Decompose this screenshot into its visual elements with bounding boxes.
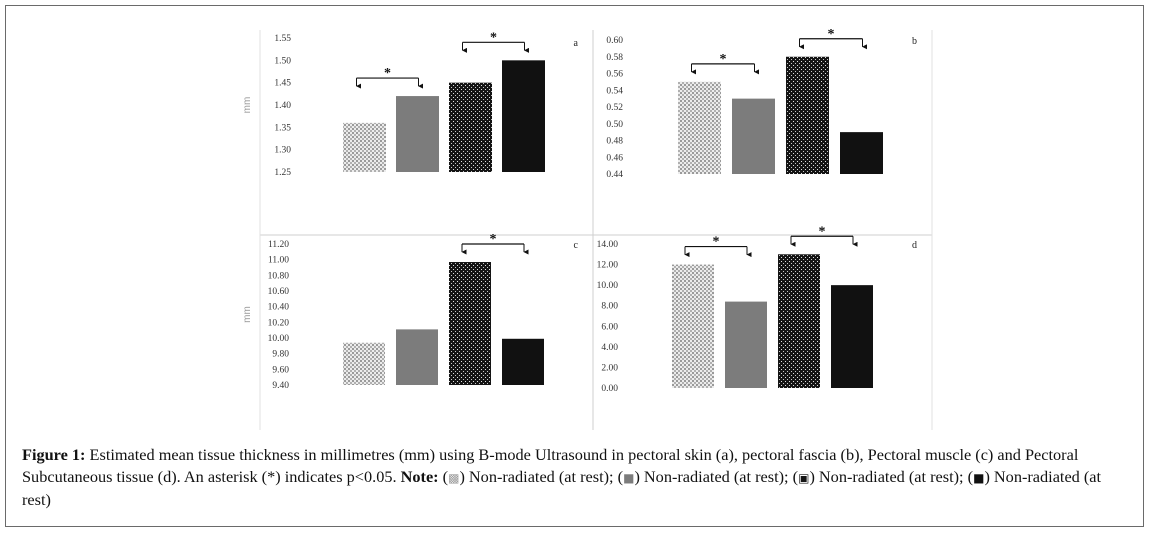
- bar-d-4: [831, 285, 873, 388]
- y-tick-label: 11.00: [268, 256, 289, 266]
- caption-label: Figure 1:: [22, 445, 86, 464]
- y-tick-label: 10.80: [268, 271, 290, 281]
- y-tick-label: 0.44: [606, 170, 623, 180]
- figure-panels: 1.251.301.351.401.451.501.55mma**0.440.4…: [242, 27, 933, 430]
- y-tick-label: 1.55: [274, 34, 291, 44]
- y-tick-label: 10.00: [268, 334, 290, 344]
- y-tick-label: 10.60: [268, 287, 290, 297]
- y-tick-label: 14.00: [597, 240, 619, 250]
- panel-label-d: d: [912, 240, 917, 251]
- significance-asterisk: *: [819, 224, 826, 239]
- chart-panel-d: 0.00 2.00 4.00 6.00 8.00 10.00 12.00 14.00 d * *: [597, 224, 917, 394]
- y-tick-label: 1.25: [274, 168, 291, 178]
- caption-legend-item-2: (■) Non-radiated (at rest);: [613, 467, 789, 486]
- y-tick-label: 0.52: [606, 103, 623, 113]
- y-tick-label: 11.20: [268, 240, 289, 250]
- y-tick-label: 1.40: [274, 101, 291, 111]
- significance-asterisk: *: [720, 52, 727, 67]
- bar-a-2: [396, 96, 439, 172]
- y-tick-label: 9.40: [272, 381, 289, 391]
- y-tick-label: 10.00: [597, 281, 619, 291]
- caption-legend-item-1: (▩) Non-radiated (at rest);: [438, 467, 614, 486]
- significance-asterisk: *: [384, 66, 391, 81]
- black-square-icon: ■: [973, 471, 985, 485]
- y-axis-label: mm: [242, 306, 253, 323]
- significance-bracket: *: [790, 224, 858, 247]
- panel-label-c: c: [574, 240, 579, 251]
- significance-bracket: *: [684, 235, 752, 258]
- y-tick-label: 1.45: [274, 79, 291, 89]
- panels-group: 1.251.301.351.401.451.501.55mma**0.440.4…: [242, 27, 917, 394]
- y-tick-label: 8.00: [601, 302, 618, 312]
- caption-text: Estimated mean tissue thickness in milli…: [22, 445, 1079, 486]
- y-tick-label: 10.40: [268, 303, 290, 313]
- y-tick-label: 1.35: [274, 123, 291, 133]
- caption-legend-item-3: (▣) Non-radiated (at rest);: [788, 467, 964, 486]
- significance-asterisk: *: [828, 27, 835, 42]
- significance-bracket: *: [356, 66, 423, 89]
- y-tick-label: 1.30: [274, 146, 291, 156]
- y-tick-label: 0.50: [606, 120, 623, 130]
- bar-b-3: [786, 56, 829, 174]
- bar-a-4: [502, 60, 545, 173]
- significance-asterisk: *: [490, 30, 497, 45]
- panel-label-a: a: [574, 38, 579, 49]
- bar-b-1: [678, 81, 721, 174]
- bar-a-3: [449, 82, 492, 172]
- y-tick-label: 0.54: [606, 86, 623, 96]
- y-tick-label: 12.00: [597, 261, 619, 271]
- bar-c-4: [502, 338, 544, 385]
- y-tick-label: 0.48: [606, 137, 623, 147]
- bar-b-2: [732, 98, 775, 174]
- y-tick-label: 0.46: [606, 153, 623, 163]
- bar-c-1: [343, 342, 385, 385]
- y-tick-label: 0.00: [601, 384, 618, 394]
- y-tick-label: 2.00: [601, 363, 618, 373]
- bar-a-1: [343, 122, 386, 172]
- y-tick-label: 9.60: [272, 365, 289, 375]
- panel-label-b: b: [912, 36, 917, 47]
- caption-legend-item-4: (■) Non-radiated (at rest): [22, 467, 1102, 509]
- bar-d-3: [778, 254, 820, 388]
- caption-note-label: Note:: [400, 467, 439, 486]
- y-tick-label: 6.00: [601, 322, 618, 332]
- chart-panel-a: 1.25 1.30 1.35 1.40 1.45 1.50 1.55 mm a * *: [242, 30, 579, 178]
- gray-square-icon: ■: [623, 471, 635, 485]
- y-tick-label: 0.58: [606, 53, 623, 63]
- y-axis-label: mm: [242, 97, 253, 114]
- significance-asterisk: *: [713, 235, 720, 250]
- y-tick-label: 9.80: [272, 350, 289, 360]
- bar-b-4: [840, 132, 883, 174]
- chart-panel-b: 0.44 0.46 0.48 0.50 0.52 0.54 0.56 0.58 0.60 b * *: [606, 27, 917, 180]
- bar-d-2: [725, 301, 767, 388]
- figure-caption: Figure 1: Estimated mean tissue thicknes…: [22, 444, 1134, 511]
- dotted-dark-square-icon: ▣: [798, 471, 810, 485]
- light-hatched-square-icon: ▩: [448, 471, 460, 485]
- y-tick-label: 4.00: [601, 343, 618, 353]
- significance-bracket: *: [799, 27, 867, 50]
- significance-bracket: *: [461, 232, 529, 255]
- significance-bracket: *: [691, 52, 759, 75]
- bar-d-1: [672, 264, 714, 388]
- y-tick-label: 1.50: [274, 56, 291, 66]
- y-tick-label: 10.20: [268, 318, 290, 328]
- figure-frame: [5, 5, 1144, 527]
- significance-asterisk: *: [490, 232, 497, 247]
- y-tick-label: 0.56: [606, 70, 623, 80]
- significance-bracket: *: [462, 30, 529, 53]
- bar-c-2: [396, 329, 438, 385]
- y-tick-label: 0.60: [606, 36, 623, 46]
- chart-panel-c: 9.40 9.60 9.80 10.00 10.20 10.40 10.60 10.80 11.…: [242, 232, 579, 391]
- bar-c-3: [449, 262, 491, 385]
